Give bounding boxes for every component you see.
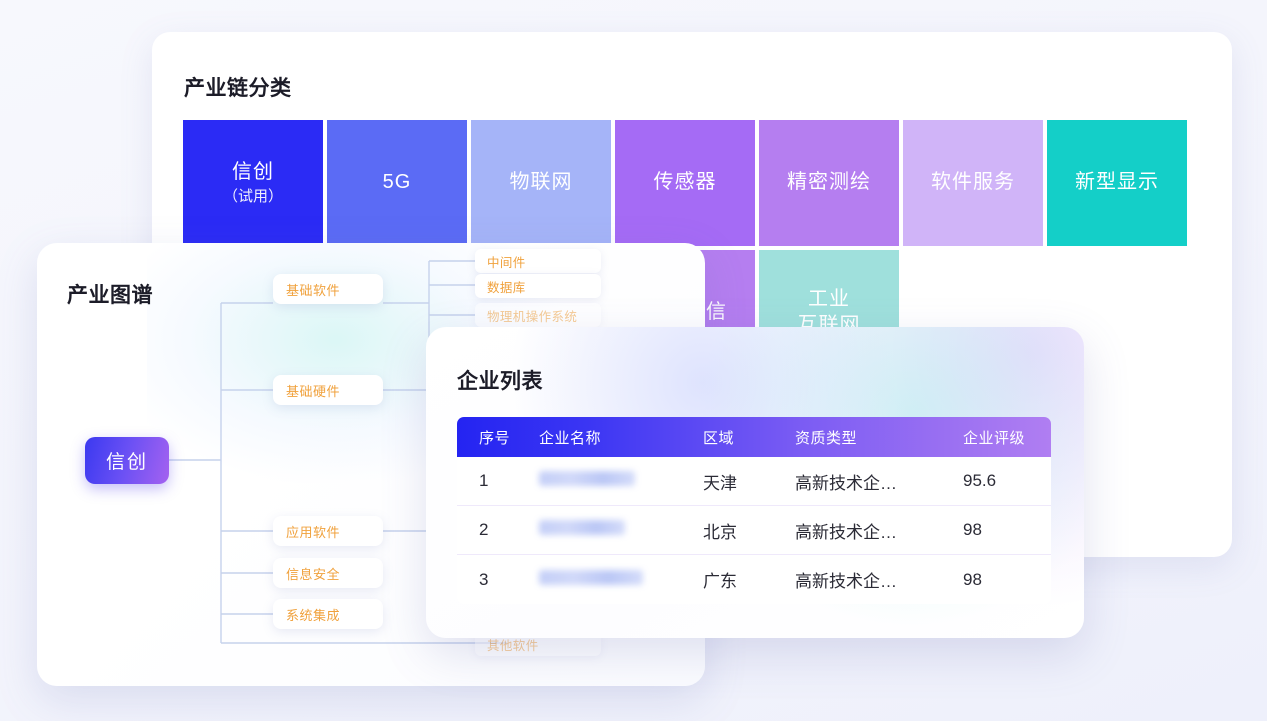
industry-tile[interactable]: 传感器 [615, 120, 755, 246]
cell-region: 天津 [703, 473, 737, 493]
graph-node-system-integration[interactable]: 系统集成 [273, 599, 383, 629]
graph-card-title: 产业图谱 [67, 284, 153, 307]
cell-region: 广东 [703, 572, 737, 591]
redacted-name-placeholder [539, 471, 635, 486]
redacted-name-placeholder [539, 569, 643, 585]
column-header-name: 企业名称 [539, 429, 602, 447]
table-row[interactable]: 1 天津 高新技术企… 95.6 [457, 457, 1051, 506]
table-header-row: 序号 企业名称 区域 资质类型 企业评级 [457, 417, 1051, 457]
cell-region: 北京 [703, 522, 737, 542]
industry-tile[interactable]: 物联网 [471, 120, 611, 246]
industry-tile[interactable]: 信创 （试用） [183, 120, 323, 246]
industry-tile-label: 精密测绘 [787, 171, 871, 194]
graph-node-database[interactable]: 数据库 [475, 274, 601, 298]
enterprise-table: 序号 企业名称 区域 资质类型 企业评级 1 天津 高新技术企… 95.6 2 北京 高新技… [457, 417, 1051, 604]
cell-enterprise-name [529, 520, 699, 540]
cell-index: 3 [479, 569, 489, 589]
graph-root-node[interactable]: 信创 [85, 437, 169, 484]
graph-node-basic-hardware[interactable]: 基础硬件 [273, 375, 383, 405]
list-card-title: 企业列表 [457, 370, 543, 393]
industry-tile-label: 物联网 [509, 171, 573, 194]
industry-tile[interactable]: 新型显示 [1047, 120, 1187, 246]
cell-index: 2 [479, 520, 489, 539]
enterprise-list-card: 企业列表 序号 企业名称 区域 资质类型 企业评级 1 天津 高新技术企… 95.6 2… [426, 327, 1084, 638]
cell-qualification: 高新技术企… [795, 473, 897, 493]
table-row[interactable]: 2 北京 高新技术企… 98 [457, 506, 1051, 555]
column-header-region: 区域 [703, 429, 735, 447]
industry-tile-label: 5G [382, 171, 412, 194]
table-body: 1 天津 高新技术企… 95.6 2 北京 高新技术企… 98 3 广东 高新技术企… 98 [457, 457, 1051, 604]
redacted-name-placeholder [539, 520, 625, 535]
industry-tile-label: 新型显示 [1075, 171, 1159, 194]
industry-tile[interactable]: 精密测绘 [759, 120, 899, 246]
table-row[interactable]: 3 广东 高新技术企… 98 [457, 555, 1051, 604]
industry-tile-sublabel: （试用） [222, 188, 283, 206]
chain-card-title: 产业链分类 [184, 77, 292, 100]
industry-tile-label: 信创 [232, 160, 274, 183]
graph-node-basic-software[interactable]: 基础软件 [273, 274, 383, 304]
cell-enterprise-name [529, 569, 699, 590]
column-header-rating: 企业评级 [963, 429, 1026, 447]
graph-node-physical-os[interactable]: 物理机操作系统 [475, 303, 601, 327]
cell-index: 1 [479, 471, 489, 490]
graph-node-info-security[interactable]: 信息安全 [273, 558, 383, 588]
industry-tile[interactable]: 软件服务 [903, 120, 1043, 246]
graph-node-middleware[interactable]: 中间件 [475, 249, 601, 273]
industry-tile[interactable]: 5G [327, 120, 467, 246]
cell-enterprise-name [529, 471, 699, 491]
industry-tile-label: 软件服务 [931, 171, 1015, 194]
cell-rating: 95.6 [963, 471, 997, 490]
cell-rating: 98 [963, 569, 982, 589]
cell-qualification: 高新技术企… [795, 572, 897, 591]
graph-node-app-software[interactable]: 应用软件 [273, 516, 383, 546]
cell-qualification: 高新技术企… [795, 522, 897, 542]
industry-tile-label: 传感器 [653, 171, 717, 194]
cell-rating: 98 [963, 520, 982, 539]
column-header-index: 序号 [479, 429, 511, 447]
column-header-qualification: 资质类型 [795, 429, 858, 447]
